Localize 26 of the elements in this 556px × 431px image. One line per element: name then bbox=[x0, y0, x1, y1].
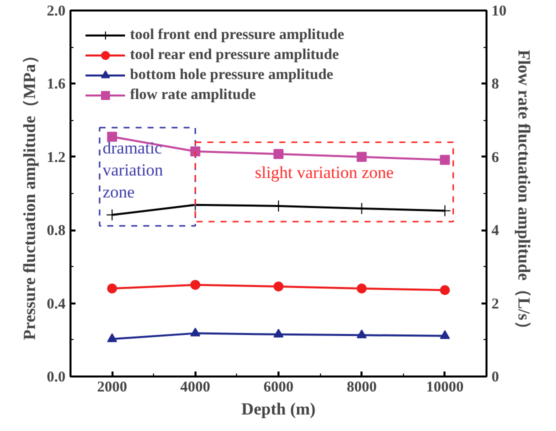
y2-tick-label: 6 bbox=[492, 150, 500, 166]
y-tick-label: 0.0 bbox=[46, 370, 66, 386]
y2-tick-label: 0 bbox=[492, 370, 499, 386]
y2-axis-title: Flow rate fluctuation amplitude（L/s） bbox=[514, 50, 534, 338]
y2-tick-label: 2 bbox=[492, 296, 499, 312]
y-tick-label: 0.4 bbox=[46, 296, 66, 312]
legend-label: bottom hole pressure amplitude bbox=[130, 66, 334, 84]
y2-tick-label: 10 bbox=[492, 4, 506, 20]
annotation: slight variation zone bbox=[254, 162, 394, 182]
x-tick-label: 10000 bbox=[426, 380, 464, 396]
x-tick-label: 4000 bbox=[180, 380, 210, 396]
y-tick-label: 1.6 bbox=[46, 76, 66, 93]
y2-tick-label: 4 bbox=[492, 223, 500, 240]
y-tick-label: 2.0 bbox=[46, 4, 66, 20]
x-axis-title: Depth (m) bbox=[241, 400, 316, 418]
x-tick-label: 8000 bbox=[346, 380, 377, 396]
x-tick-label: 6000 bbox=[264, 380, 294, 396]
legend-label: tool rear end pressure amplitude bbox=[130, 46, 339, 64]
legend-label: flow rate amplitude bbox=[130, 86, 256, 104]
y-tick-label: 1.2 bbox=[46, 150, 66, 166]
y2-tick-label: 8 bbox=[492, 76, 499, 93]
x-tick-label: 2000 bbox=[97, 380, 128, 396]
legend-label: tool front end pressure amplitude bbox=[130, 26, 344, 44]
y-axis-title: Pressure fluctuation amplitude（MPa） bbox=[20, 46, 39, 340]
annotation: dramatic variation zone bbox=[102, 138, 164, 202]
y-tick-label: 0.8 bbox=[46, 223, 66, 240]
